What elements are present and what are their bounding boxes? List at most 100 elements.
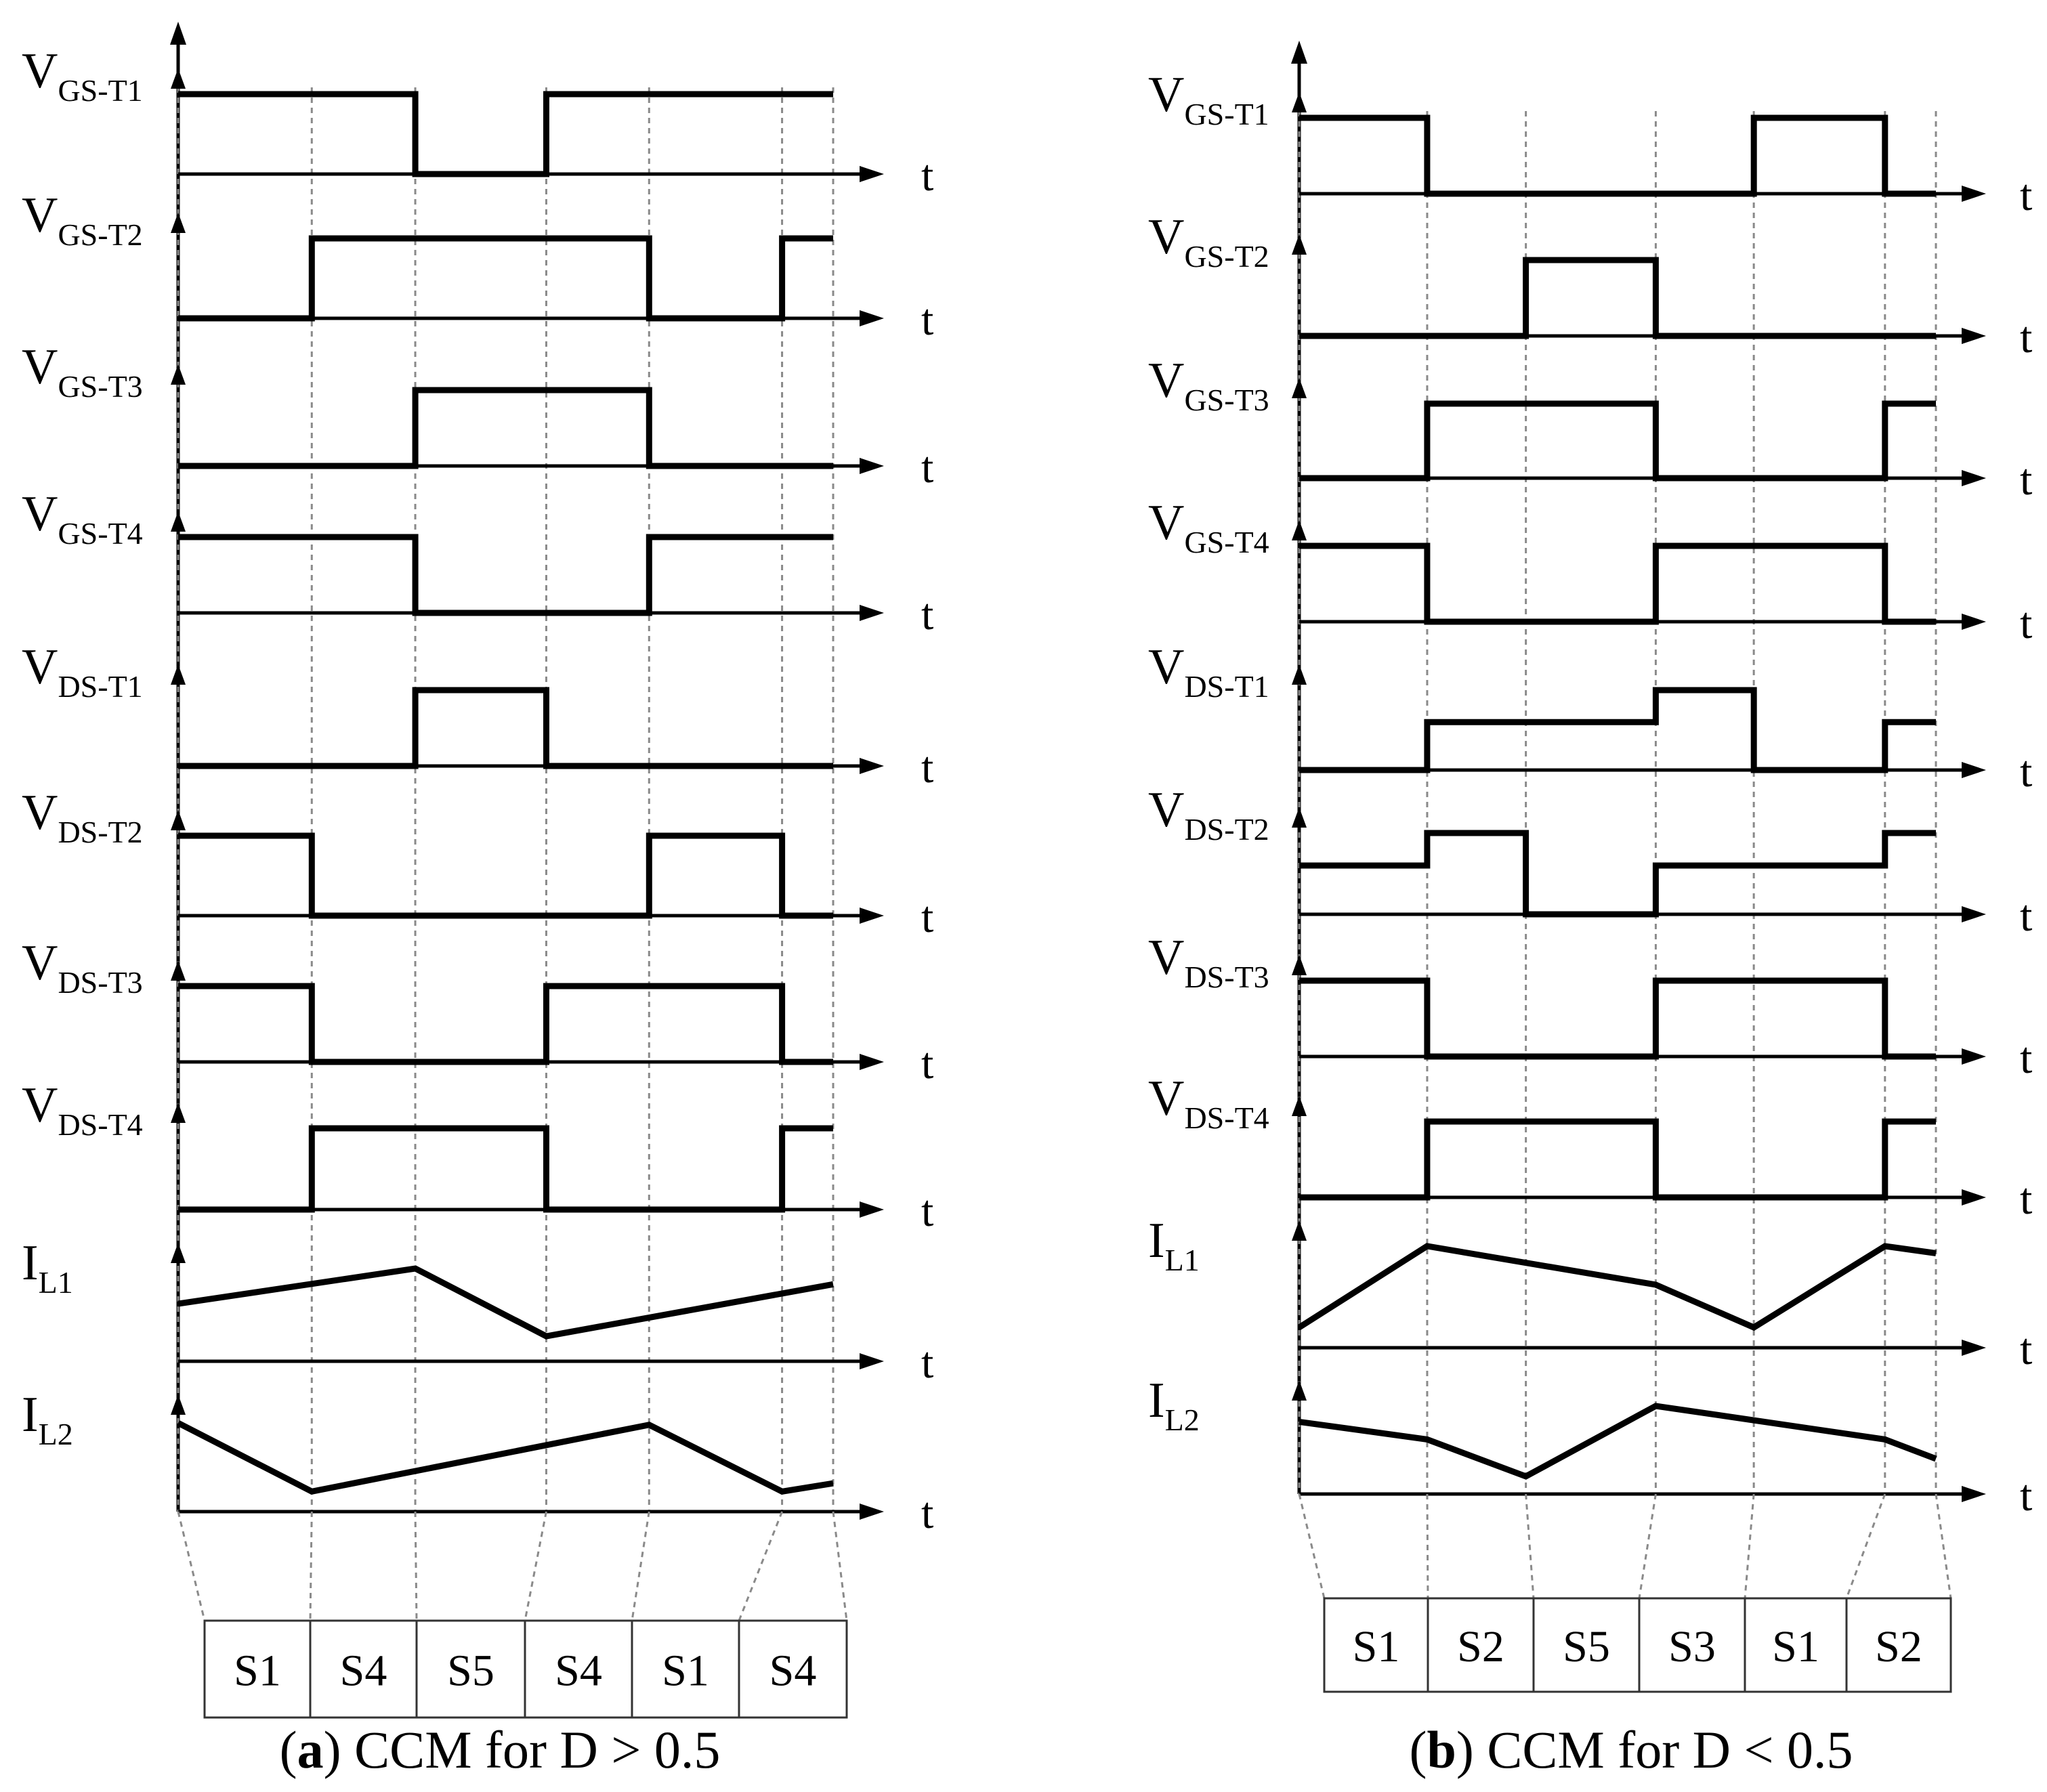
waveform-path (178, 235, 833, 322)
state-fan-guide (309, 1511, 313, 1621)
trace-label-subscript: DS-T2 (1184, 812, 1269, 847)
trace-i-l2: t IL2 (22, 1387, 933, 1538)
trace-label-subscript: GS-T3 (1184, 383, 1269, 417)
state-label: S5 (447, 1646, 494, 1696)
trace-v-ds-t1: t VDS-T1 (1148, 639, 2032, 796)
trace-label: VGS-T1 (22, 43, 143, 108)
time-axis-label: t (921, 151, 933, 200)
trace-axis-arrowhead (1292, 1380, 1307, 1401)
trace-axis-arrowhead (1292, 520, 1307, 540)
state-label: S4 (555, 1646, 602, 1696)
state-fan-guide (631, 1511, 650, 1621)
time-axis-label: t (2020, 891, 2032, 941)
trace-axis-arrowhead (1292, 1220, 1307, 1241)
state-box (1323, 1597, 1429, 1693)
trace-label-main: V (22, 639, 58, 695)
waveform-path (176, 1420, 834, 1495)
state-box (1532, 1597, 1641, 1693)
trace-label-main: V (1148, 495, 1184, 551)
time-axis-label: t (921, 743, 933, 792)
trace-label-subscript: GS-T3 (58, 369, 142, 404)
waveform-path (178, 832, 833, 919)
waveform-path (178, 91, 833, 177)
time-axis-arrowhead (1962, 470, 1986, 486)
state-fan-guide (832, 1511, 848, 1621)
time-axis-label: t (2020, 1471, 2032, 1520)
trace-label-subscript: L1 (39, 1265, 73, 1300)
state-label: S4 (340, 1646, 387, 1696)
trace-axis-arrowhead (171, 68, 186, 89)
caption-open-paren: ( (1409, 1720, 1427, 1779)
time-axis-label: t (921, 443, 933, 492)
trace-v-ds-t1: t VDS-T1 (22, 639, 933, 792)
trace-label: VGS-T2 (22, 188, 143, 252)
trace-label-main: V (1148, 353, 1184, 408)
trace-v-gs-t2: t VGS-T2 (1148, 209, 2032, 362)
trace-label: VDS-T2 (22, 785, 143, 849)
caption-text: CCM for D > 0.5 (354, 1720, 720, 1779)
trace-label-main: I (1148, 1213, 1165, 1268)
time-axis-label: t (2020, 313, 2032, 362)
trace-label-main: V (1148, 639, 1184, 695)
state-fan-guide (1935, 1493, 1952, 1599)
trace-label-subscript: DS-T3 (58, 965, 142, 1000)
trace-v-gs-t1: t VGS-T1 (22, 43, 933, 200)
state-fan-guide (414, 1511, 418, 1621)
trace-label-main: I (22, 1387, 39, 1443)
state-label: S1 (662, 1646, 709, 1696)
state-fan-guide (738, 1511, 783, 1621)
trace-label-subscript: DS-T2 (58, 815, 142, 849)
state-box (738, 1619, 848, 1719)
panel-a-ccm-d-greater: tVGS-T1tVGS-T2tVGS-T3tVGS-T4tVDS-T1tVDS-… (22, 22, 933, 1779)
caption-close-paren: ) (324, 1720, 354, 1779)
trace-label-subscript: DS-T4 (1184, 1101, 1269, 1135)
time-axis-arrowhead (1962, 186, 1986, 202)
trace-label-main: V (22, 486, 58, 542)
state-fan-guide (1525, 1493, 1535, 1599)
waveform-path (178, 387, 833, 469)
state-box (1638, 1597, 1746, 1693)
trace-label: VGS-T1 (1148, 67, 1269, 131)
time-axis-arrowhead (860, 1054, 884, 1070)
trace-label-subscript: DS-T4 (58, 1107, 142, 1142)
time-axis-label: t (921, 295, 933, 345)
time-axis-label: t (921, 1338, 933, 1388)
trace-axis-arrowhead (171, 213, 186, 233)
state-box (524, 1619, 633, 1719)
time-axis-arrowhead (860, 758, 884, 774)
time-axis-arrowhead (860, 605, 884, 621)
trace-axis-arrowhead (171, 511, 186, 532)
time-axis-arrowhead (1962, 906, 1986, 922)
trace-label: IL1 (22, 1235, 73, 1300)
trace-v-ds-t4: t VDS-T4 (1148, 1071, 2032, 1224)
time-axis-arrowhead (860, 458, 884, 474)
trace-v-gs-t3: t VGS-T3 (1148, 353, 2032, 505)
waveform-path (1299, 257, 1936, 339)
waveform-path (1299, 400, 1936, 482)
time-axis-arrowhead (1962, 614, 1986, 630)
trace-axis-arrowhead (171, 664, 186, 685)
time-axis-label: t (921, 1039, 933, 1088)
trace-label: VDS-T1 (22, 639, 143, 704)
trace-v-ds-t2: t VDS-T2 (22, 785, 933, 942)
trace-label-main: V (1148, 782, 1184, 838)
trace-axis-arrowhead (1292, 1096, 1307, 1116)
trace-label-main: V (22, 188, 58, 243)
state-box (1744, 1597, 1848, 1693)
trace-v-gs-t2: t VGS-T2 (22, 188, 933, 345)
trace-axis-arrowhead (171, 810, 186, 830)
state-fan-guide (1744, 1493, 1755, 1599)
vertical-axis-arrowhead (170, 22, 186, 45)
trace-label-main: V (22, 43, 58, 99)
trace-label-subscript: GS-T4 (1184, 525, 1269, 559)
trace-axis-arrowhead (1292, 955, 1307, 975)
time-axis-label: t (921, 1489, 933, 1538)
trace-label: VDS-T4 (1148, 1071, 1269, 1135)
trace-axis-arrowhead (171, 1103, 186, 1123)
state-box (1845, 1597, 1952, 1693)
vertical-axis-arrowhead (1291, 41, 1307, 64)
state-fan-guide (177, 1511, 206, 1621)
state-box (415, 1619, 526, 1719)
trace-label-main: I (22, 1235, 39, 1291)
state-label: S1 (234, 1646, 281, 1696)
